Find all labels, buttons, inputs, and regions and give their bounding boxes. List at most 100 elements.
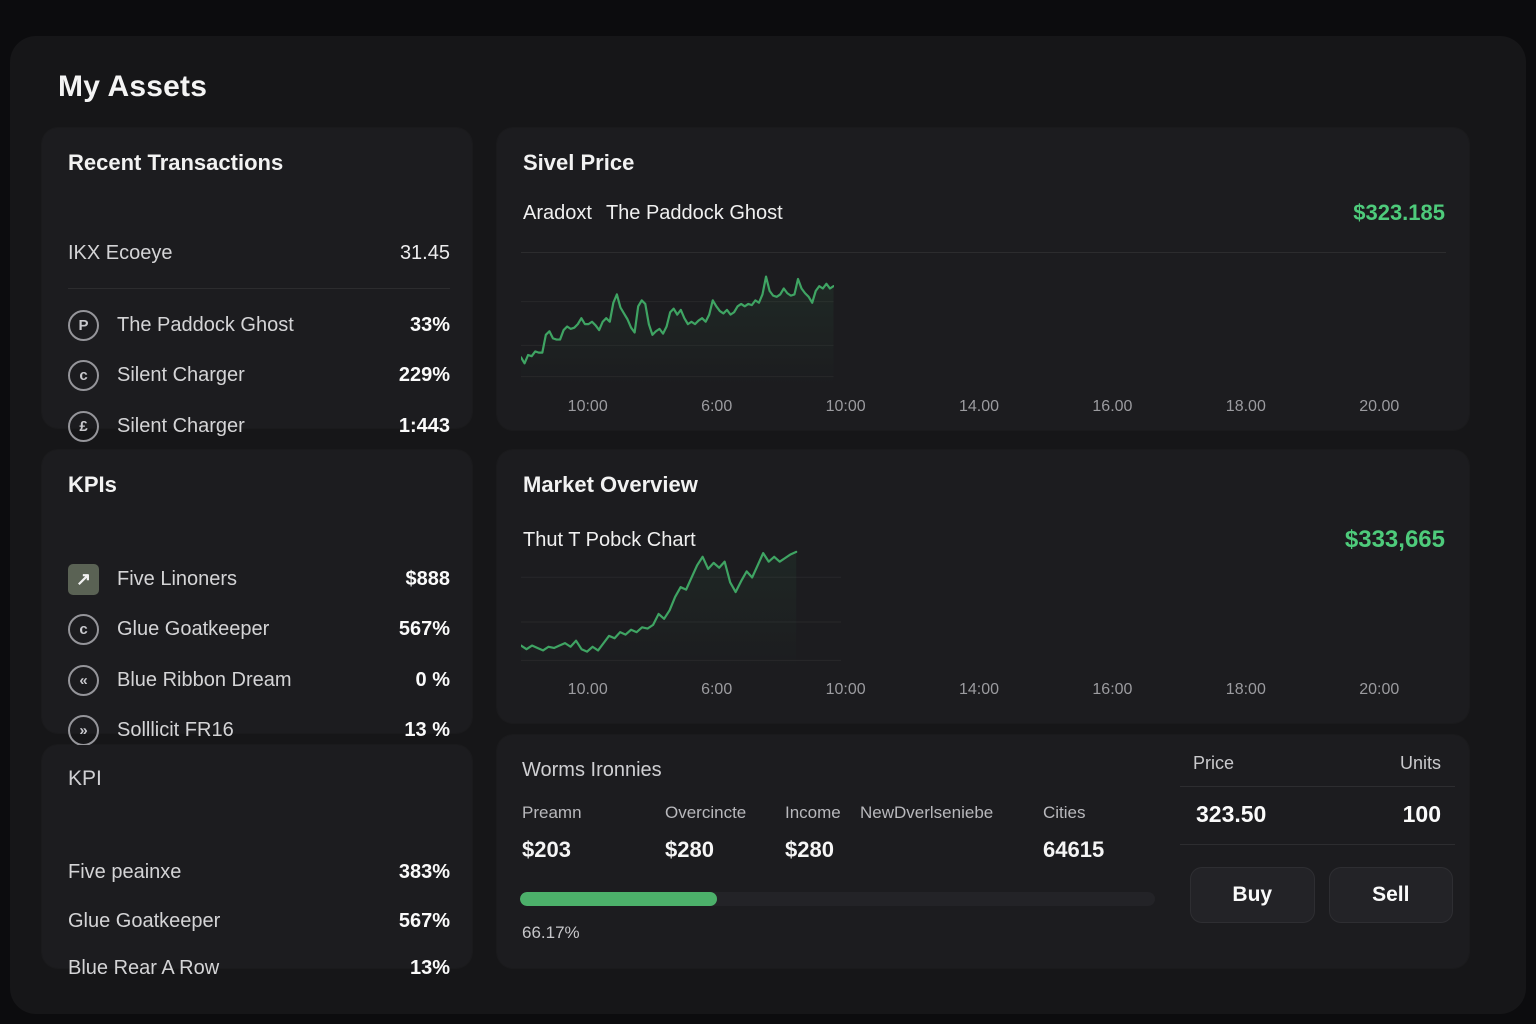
stat-value: $280 [665,837,714,862]
transaction-value: 229% [398,363,450,386]
kpi-row[interactable]: Glue Goatkeeper 567% [68,906,450,936]
stat-value: 64615 [1043,837,1105,862]
x-tick: 16:00 [1092,681,1133,698]
x-tick: 16.00 [1092,398,1133,415]
transaction-value: 31.45 [399,241,450,264]
progress-percent: 66.17% [522,923,580,942]
c-coin-icon: c [68,613,99,645]
transaction-row[interactable]: P The Paddock Ghost 33% [68,309,450,341]
divider [1180,786,1455,787]
sivel-price-title: Sivel Price [523,150,635,175]
kpi-label: Solllicit FR16 [117,718,234,741]
page-title: My Assets [58,70,208,103]
kpi-row[interactable]: ↗ Five Linoners $888 [68,563,451,595]
kpi-row[interactable]: c Glue Goatkeeper 567% [68,613,450,645]
transaction-row[interactable]: £ Silent Charger 1:443 [68,410,450,442]
kpi-card-title: KPI [68,767,102,790]
trade-ticket: Price Units 323.50 100 Buy Sell [1180,753,1455,923]
kpi-row[interactable]: « Blue Ribbon Dream 0 % [68,664,450,696]
kpi-row[interactable]: Blue Rear A Row 13% [68,953,450,983]
sivel-price-card: Sivel Price Aradoxt The Paddock Ghost $3… [497,128,1469,430]
transaction-label: Silent Charger [117,414,245,437]
progress-fill [520,892,717,906]
stats-header-row: Preamn Overcincte Income NewDverlseniebe… [522,803,1086,823]
buy-button[interactable]: Buy [1190,867,1315,923]
kpi-value: $888 [405,567,451,590]
price-line [521,552,796,652]
sell-button[interactable]: Sell [1328,867,1453,923]
kpi-value: 383% [398,860,450,883]
x-tick: 18.00 [1225,398,1266,415]
x-tick: 14.00 [958,398,1000,415]
recent-transactions-title: Recent Transactions [68,150,284,175]
sivel-price-line-chart[interactable] [521,261,834,386]
order-card-title: Worms Ironnies [522,759,662,781]
x-tick: 6:00 [701,681,733,698]
pound-coin-icon: £ [68,410,99,442]
x-tick: 20:00 [1359,681,1400,698]
current-price: $333,665 [1344,526,1445,553]
stat-label: Cities [1043,803,1086,822]
x-tick: 14:00 [958,681,1000,698]
kpi-label: Glue Goatkeeper [68,909,221,932]
market-overview-title: Market Overview [523,472,698,497]
market-overview-card: Market Overview Thut T Pobck Chart $333,… [497,450,1469,723]
x-axis: 10:00 6:00 10:00 14.00 16.00 18.00 20.00 [521,395,1446,419]
stat-label: NewDverlseniebe [860,803,994,822]
divider [521,252,1446,253]
market-subtitle-row: Thut T Pobck Chart $333,665 [523,526,1445,554]
x-tick: 10.00 [567,681,608,698]
kpi-value: 567% [398,617,450,640]
units-header: Units [1399,753,1441,773]
kpi-row[interactable]: Five peainxe 383% [68,857,450,887]
x-tick: 6:00 [701,398,733,415]
current-price: $323.185 [1353,200,1445,225]
order-card: Worms Ironnies Preamn Overcincte Income … [497,735,1469,968]
market-overview-line-chart[interactable] [521,542,841,670]
stat-label: Preamn [522,803,582,822]
transaction-label: The Paddock Ghost [117,313,294,336]
kpi-label: Five Linoners [117,567,238,590]
x-tick: 18:00 [1225,681,1266,698]
transaction-label: IKX Ecoeye [68,241,173,264]
asset-name: The Paddock Ghost [605,201,783,224]
stat-label: Income [785,803,841,822]
kpi-label: Blue Rear A Row [68,956,220,979]
area-fill [521,551,797,670]
transaction-row[interactable]: c Silent Charger 229% [68,359,450,391]
area-fill [521,276,834,386]
progress-bar [520,892,1155,906]
stat-label: Overcincte [665,803,747,822]
kpi-value: 13% [409,956,450,979]
main-panel: My Assets Recent Transactions IKX Ecoeye… [10,36,1526,1014]
divider [68,288,450,289]
kpis-title: KPIs [68,472,117,497]
recent-transactions-card: Recent Transactions IKX Ecoeye 31.45 P T… [42,128,472,442]
kpi-value: 13 % [404,718,450,741]
transaction-value: 1:443 [398,414,450,437]
x-axis: 10.00 6:00 10:00 14:00 16:00 18:00 20:00 [521,678,1446,702]
price-line [521,277,834,364]
x-tick: 20.00 [1359,398,1400,415]
units-field[interactable]: 100 [1402,801,1441,827]
transaction-label: Silent Charger [117,363,245,386]
stat-value [860,837,1043,863]
kpi-label: Blue Ribbon Dream [117,668,292,691]
stat-value: $203 [522,837,571,862]
sivel-subtitle-row: Aradoxt The Paddock Ghost $323.185 [523,200,1445,226]
kpi-label: Five peainxe [68,860,182,883]
chevrons-left-icon: « [68,664,99,696]
kpi-row[interactable]: » Solllicit FR16 13 % [68,714,450,746]
price-field[interactable]: 323.50 [1196,801,1267,827]
divider [1180,844,1455,845]
kpi-value: 0 % [415,668,450,691]
kpis-card: KPIs ↗ Five Linoners $888 c Glue Goatkee… [42,450,472,746]
asset-symbol: Aradoxt [523,201,592,224]
price-header: Price [1193,753,1235,773]
transaction-featured-row[interactable]: IKX Ecoeye 31.45 [68,238,450,268]
chart-name: Thut T Pobck Chart [523,528,696,551]
c-coin-icon: c [68,359,99,391]
x-tick: 10:00 [825,681,866,698]
kpi-card: KPI Five peainxe 383% Glue Goatkeeper 56… [42,745,472,979]
p-coin-icon: P [68,309,99,341]
